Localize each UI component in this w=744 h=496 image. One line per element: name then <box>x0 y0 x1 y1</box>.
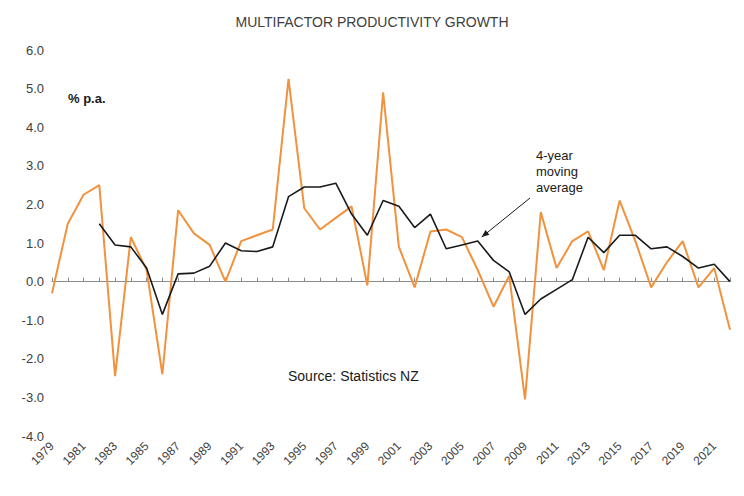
svg-text:4-year: 4-year <box>536 148 574 163</box>
svg-text:Source: Statistics NZ: Source: Statistics NZ <box>288 368 419 384</box>
svg-text:2.0: 2.0 <box>26 197 44 212</box>
svg-text:1983: 1983 <box>91 439 120 468</box>
svg-text:2017: 2017 <box>627 439 656 468</box>
svg-text:1991: 1991 <box>217 439 246 468</box>
svg-text:MULTIFACTOR PRODUCTIVITY GROWT: MULTIFACTOR PRODUCTIVITY GROWTH <box>235 14 508 30</box>
svg-text:1979: 1979 <box>28 439 57 468</box>
svg-text:2015: 2015 <box>596 439 625 468</box>
svg-text:1999: 1999 <box>344 439 373 468</box>
svg-text:1995: 1995 <box>280 439 309 468</box>
svg-text:average: average <box>536 180 583 195</box>
svg-text:1985: 1985 <box>123 439 152 468</box>
svg-text:5.0: 5.0 <box>26 81 44 96</box>
svg-text:2019: 2019 <box>659 439 688 468</box>
svg-text:2021: 2021 <box>690 439 719 468</box>
svg-text:-1.0: -1.0 <box>22 313 44 328</box>
svg-text:1993: 1993 <box>249 439 278 468</box>
svg-text:2007: 2007 <box>470 439 499 468</box>
svg-text:0.0: 0.0 <box>26 274 44 289</box>
svg-text:2001: 2001 <box>375 439 404 468</box>
svg-text:1997: 1997 <box>312 439 341 468</box>
svg-text:-3.0: -3.0 <box>22 390 44 405</box>
svg-text:-2.0: -2.0 <box>22 351 44 366</box>
svg-text:2005: 2005 <box>438 439 467 468</box>
svg-text:2009: 2009 <box>501 439 530 468</box>
svg-text:% p.a.: % p.a. <box>68 91 106 106</box>
svg-text:2011: 2011 <box>533 439 561 467</box>
svg-text:1.0: 1.0 <box>26 236 44 251</box>
svg-text:3.0: 3.0 <box>26 158 44 173</box>
svg-text:1987: 1987 <box>154 439 183 468</box>
svg-text:4.0: 4.0 <box>26 120 44 135</box>
svg-text:1989: 1989 <box>186 439 215 468</box>
svg-text:moving: moving <box>536 164 578 179</box>
svg-text:2003: 2003 <box>407 439 436 468</box>
svg-text:2013: 2013 <box>564 439 593 468</box>
svg-text:-4.0: -4.0 <box>22 429 44 444</box>
svg-text:1981: 1981 <box>60 439 89 468</box>
svg-text:6.0: 6.0 <box>26 43 44 58</box>
